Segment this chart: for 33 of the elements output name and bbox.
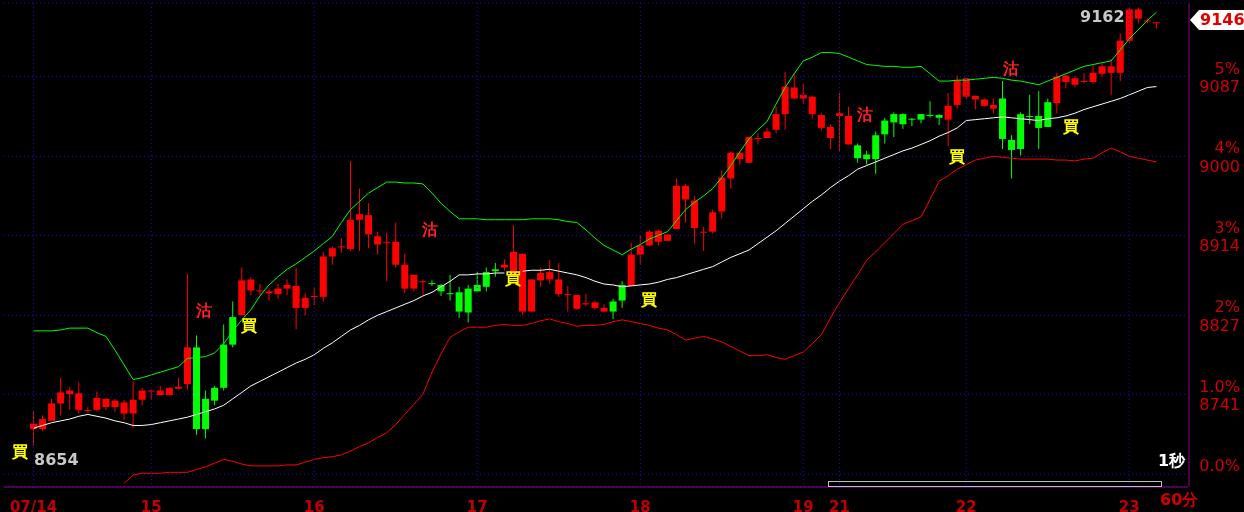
x-tick-label: 21 xyxy=(829,498,850,512)
y-tick-label: 8741 xyxy=(1199,395,1240,415)
y-tick-label: 8914 xyxy=(1199,236,1240,256)
y-tick-label: 9087 xyxy=(1199,77,1240,97)
y2-tick-label: 3% xyxy=(1214,217,1240,237)
y-tick-label: 9000 xyxy=(1199,157,1240,177)
annotation: 1秒 xyxy=(1158,451,1186,470)
annotation: 沽 xyxy=(196,301,212,320)
x-tick-label: 16 xyxy=(303,498,325,512)
y2-tick-label: 5% xyxy=(1214,58,1240,78)
y2-tick-label: 0.0% xyxy=(1199,456,1240,476)
annotation: 沽 xyxy=(1003,59,1019,78)
annotation: 買 xyxy=(241,316,257,335)
annotation: 買 xyxy=(641,290,657,309)
y-tick-label: 8827 xyxy=(1199,316,1240,336)
annotation: 8654 xyxy=(34,450,79,469)
text: 買 xyxy=(12,442,28,461)
annotation: 買 xyxy=(1063,117,1079,136)
x-tick-label: 17 xyxy=(466,498,488,512)
y2-tick-label: 2% xyxy=(1214,297,1240,317)
x-tick-label: 22 xyxy=(955,498,977,512)
text: 60分 xyxy=(1160,490,1199,509)
text: 9146 xyxy=(1190,10,1244,30)
y2-tick-label: 4% xyxy=(1214,138,1240,158)
x-tick-label: 15 xyxy=(140,498,162,512)
annotation: 9162 xyxy=(1080,7,1125,26)
x-tick-label: 18 xyxy=(629,498,651,512)
annotation: 沽 xyxy=(857,105,873,124)
x-tick-label: 19 xyxy=(792,498,814,512)
annotation: 買 xyxy=(949,147,965,166)
x-tick-label: 23 xyxy=(1118,498,1140,512)
y2-tick-label: 1.0% xyxy=(1199,376,1240,396)
annotation: 沽 xyxy=(422,220,438,239)
